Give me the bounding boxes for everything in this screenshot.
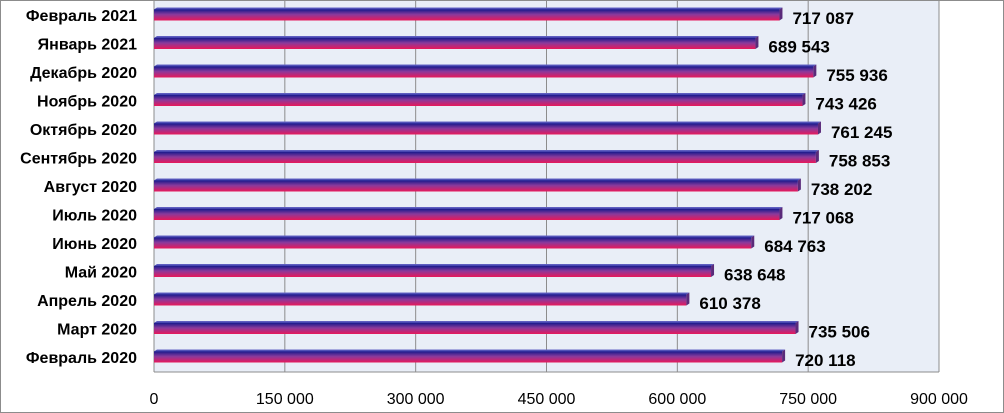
data-label: 743 426 <box>815 95 876 114</box>
bar-end-face <box>686 292 690 306</box>
data-label: 689 543 <box>768 38 829 57</box>
bar-end-face <box>782 349 786 363</box>
data-label: 720 118 <box>795 351 856 370</box>
bars <box>154 7 821 363</box>
bar-end-face <box>779 207 783 220</box>
data-label: 610 378 <box>699 294 760 313</box>
category-label: Февраль 2020 <box>26 350 137 367</box>
bar-end-face <box>817 121 821 135</box>
bar <box>154 95 803 106</box>
x-tick-label: 0 <box>150 391 159 408</box>
bar-top-face <box>154 36 759 38</box>
category-label: Декабрь 2020 <box>30 65 137 82</box>
bar-top-face <box>154 93 806 95</box>
bar <box>154 152 816 163</box>
bar-top-face <box>154 150 819 152</box>
bar <box>154 123 818 135</box>
bar-top-face <box>154 321 799 323</box>
bar-top-face <box>154 64 817 67</box>
bar <box>154 38 756 49</box>
x-tick-label: 450 000 <box>518 391 576 408</box>
data-label: 735 506 <box>809 323 870 342</box>
category-label: Ноябрь 2020 <box>37 94 137 111</box>
category-labels: Февраль 2021 Январь 2021 Декабрь 2020 Ноябр… <box>20 8 137 367</box>
bar <box>154 294 687 306</box>
bar <box>154 237 752 249</box>
category-label: Октябрь 2020 <box>30 122 137 139</box>
data-label: 684 763 <box>764 237 825 256</box>
bar-end-face <box>815 150 819 163</box>
bar <box>154 66 814 78</box>
x-axis-tick-labels: 0 150 000 300 000 450 000 600 000 750 000 900 … <box>150 391 968 408</box>
value-labels: 717 087 689 543 755 936 743 426 761 245 758 8… <box>699 9 892 370</box>
category-label: Сентябрь 2020 <box>20 151 137 168</box>
data-label: 638 648 <box>724 266 785 285</box>
data-label: 717 068 <box>792 209 853 228</box>
data-label: 758 853 <box>829 152 890 171</box>
bar-top-face <box>154 349 786 352</box>
bar-end-face <box>711 264 715 277</box>
category-label: Апрель 2020 <box>37 293 137 310</box>
category-label: Июль 2020 <box>52 208 137 225</box>
category-label: Май 2020 <box>65 265 137 282</box>
category-label: Июнь 2020 <box>52 236 137 253</box>
bar-top-face <box>154 7 783 10</box>
data-label: 761 245 <box>831 123 892 142</box>
bar <box>154 266 712 277</box>
category-label: Февраль 2021 <box>26 8 137 25</box>
bar-end-face <box>779 7 783 21</box>
data-label: 755 936 <box>826 66 887 85</box>
bar-top-face <box>154 235 755 238</box>
bar-top-face <box>154 207 783 209</box>
bar-top-face <box>154 121 821 124</box>
bar <box>154 323 796 334</box>
bar <box>154 180 798 192</box>
bar-top-face <box>154 292 690 295</box>
category-label: Март 2020 <box>57 322 137 339</box>
bar-end-face <box>797 178 801 192</box>
bar-top-face <box>154 264 715 266</box>
x-tick-label: 150 000 <box>256 391 314 408</box>
category-label: Август 2020 <box>44 179 137 196</box>
bar-end-face <box>802 93 806 106</box>
bar-end-face <box>795 321 799 334</box>
x-tick-label: 600 000 <box>648 391 706 408</box>
x-tick-label: 900 000 <box>910 391 968 408</box>
x-tick-label: 750 000 <box>779 391 837 408</box>
bar-end-face <box>813 64 817 78</box>
bar-top-face <box>154 178 801 181</box>
bar <box>154 351 783 363</box>
data-label: 738 202 <box>811 180 872 199</box>
category-label: Январь 2021 <box>38 37 137 54</box>
bar-end-face <box>755 36 759 49</box>
x-tick-label: 300 000 <box>387 391 445 408</box>
bar-end-face <box>751 235 755 249</box>
bar <box>154 9 780 21</box>
data-label: 717 087 <box>792 9 853 28</box>
bar <box>154 209 780 220</box>
